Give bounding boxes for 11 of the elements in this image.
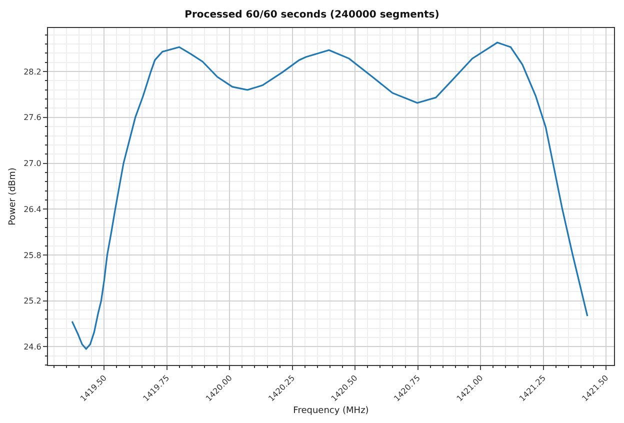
y-tick-label: 25.2	[24, 296, 42, 306]
chart-title: Processed 60/60 seconds (240000 segments)	[184, 10, 440, 21]
y-tick-label: 26.4	[24, 204, 42, 214]
x-axis-title: Frequency (MHz)	[293, 406, 369, 416]
line-series	[71, 42, 588, 350]
y-tick-label: 25.8	[24, 250, 42, 260]
y-tick-label: 27.6	[24, 113, 42, 122]
y-tick-label: 27.0	[24, 159, 42, 168]
y-tick-label: 28.2	[24, 67, 42, 76]
y-tick-label: 24.6	[24, 342, 42, 352]
y-axis-title: Power (dBm)	[8, 168, 18, 226]
